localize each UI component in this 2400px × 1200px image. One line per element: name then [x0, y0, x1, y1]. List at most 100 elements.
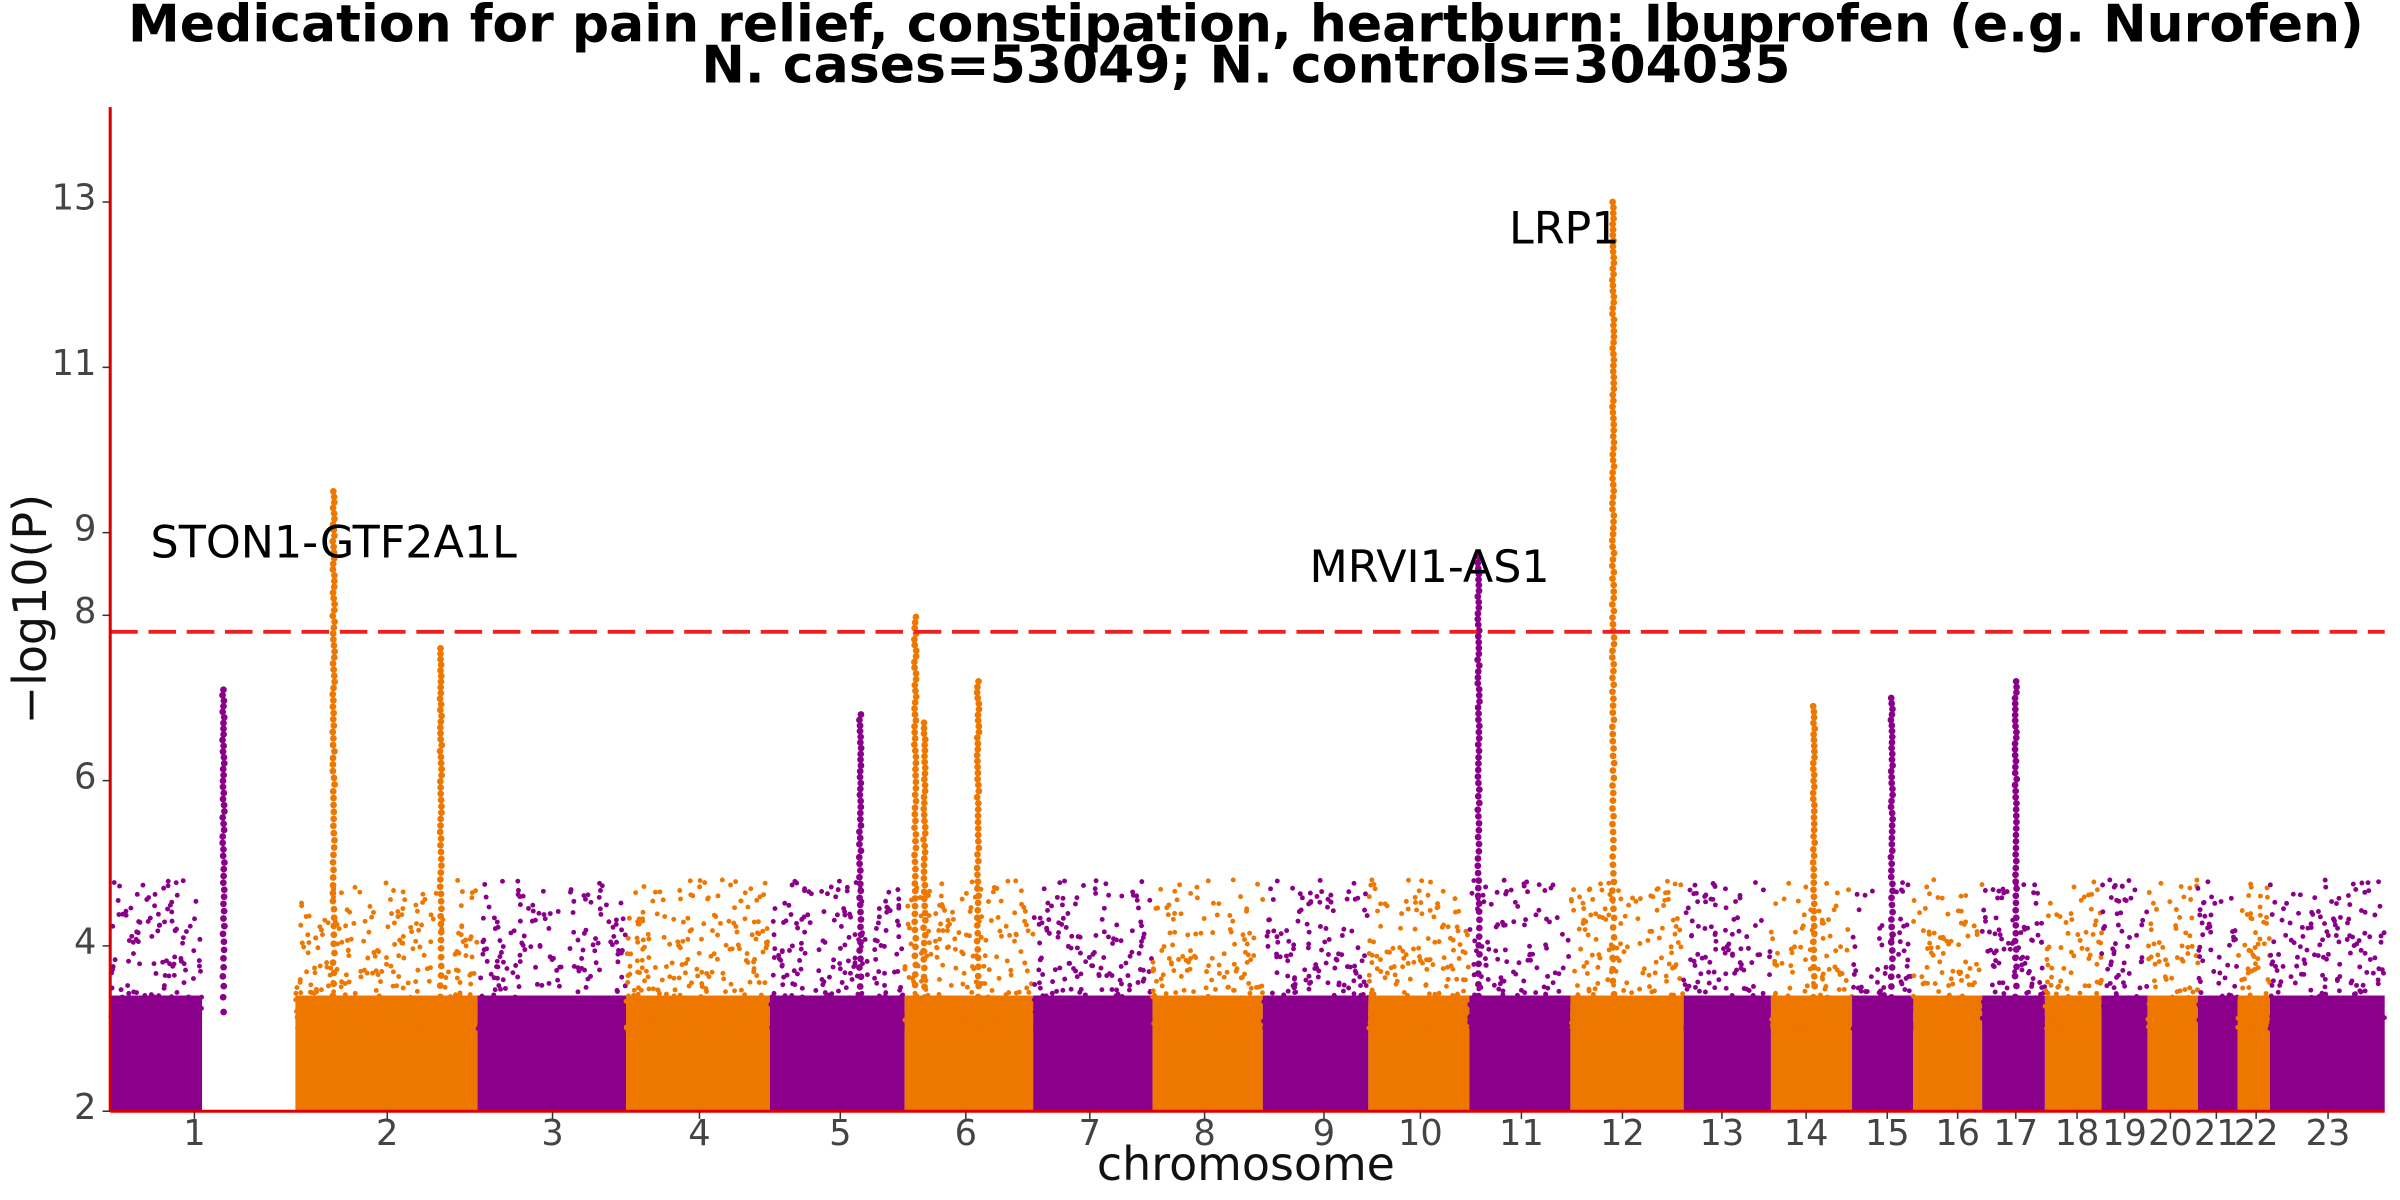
snp-point	[1876, 936, 1882, 942]
snp-point	[324, 1001, 330, 1007]
snp-point	[1736, 928, 1742, 934]
snp-point	[185, 1025, 191, 1030]
snp-point	[1550, 1025, 1556, 1031]
snp-point	[779, 1004, 785, 1010]
snp-point	[758, 992, 764, 998]
snp-point	[2000, 886, 2006, 892]
snp-point	[2102, 924, 2108, 929]
snp-point	[838, 1018, 844, 1024]
snp-point	[1293, 989, 1299, 995]
snp-point	[718, 920, 723, 926]
snp-point	[654, 1016, 660, 1022]
snp-point	[1351, 991, 1357, 997]
peak-point	[329, 690, 337, 698]
snp-point	[585, 892, 591, 898]
snp-point	[395, 914, 401, 919]
snp-point	[1892, 1018, 1898, 1024]
snp-point	[1564, 1015, 1570, 1021]
snp-point	[760, 949, 766, 955]
snp-point	[2128, 895, 2134, 901]
snp-point	[1987, 929, 1992, 935]
snp-point	[1316, 968, 1322, 974]
snp-point	[1533, 912, 1539, 918]
snp-point	[2118, 1011, 2124, 1017]
snp-point	[2278, 979, 2284, 985]
snp-point	[2352, 1018, 2358, 1024]
snp-point	[667, 1019, 673, 1025]
snp-point	[1959, 977, 1964, 983]
snp-point	[582, 1011, 588, 1017]
snp-point	[2351, 943, 2357, 949]
snp-point	[831, 917, 837, 923]
snp-point	[469, 954, 475, 960]
snp-point	[1561, 1012, 1566, 1018]
snp-point	[1734, 1026, 1740, 1032]
snp-point	[2308, 994, 2314, 1000]
peak-point	[1474, 884, 1482, 892]
snp-point	[1172, 911, 1178, 916]
snp-point	[1515, 903, 1521, 909]
snp-point	[1073, 1024, 1079, 1030]
snp-point	[1173, 1016, 1178, 1022]
snp-point	[1672, 881, 1678, 887]
snp-point	[634, 935, 640, 941]
snp-point	[1271, 1021, 1277, 1027]
snp-point	[928, 951, 934, 957]
snp-point	[1543, 942, 1549, 948]
snp-point	[186, 994, 192, 1000]
snp-point	[324, 960, 330, 966]
snp-point	[2115, 922, 2121, 928]
snp-point	[2152, 978, 2157, 984]
snp-point	[1460, 1000, 1466, 1006]
snp-point	[2346, 916, 2352, 922]
peak-point	[437, 667, 444, 674]
snp-point	[1533, 1025, 1539, 1031]
snp-point	[1153, 905, 1159, 911]
snp-point	[2351, 991, 2357, 997]
snp-point	[515, 887, 521, 893]
snp-point	[414, 921, 419, 927]
snp-point	[1493, 924, 1499, 930]
snp-point	[2041, 1017, 2047, 1023]
snp-point	[1108, 1022, 1114, 1028]
snp-point	[734, 929, 740, 935]
snp-point	[1113, 937, 1119, 943]
snp-point	[396, 953, 402, 959]
snp-point	[815, 1001, 821, 1007]
snp-point	[457, 980, 463, 985]
snp-point	[994, 885, 1000, 891]
snp-point	[161, 885, 167, 891]
snp-point	[2357, 1010, 2363, 1016]
snp-point	[936, 991, 942, 997]
peak-point	[329, 767, 337, 775]
snp-point	[1637, 896, 1643, 902]
snp-point	[2150, 900, 2156, 906]
peak-point	[973, 937, 981, 945]
snp-point	[792, 878, 798, 884]
snp-point	[1113, 1021, 1119, 1027]
snp-point	[1274, 970, 1280, 976]
snp-point	[1722, 950, 1728, 956]
snp-point	[2299, 924, 2305, 930]
snp-point	[842, 970, 848, 976]
snp-point	[2354, 982, 2359, 988]
snp-point	[1358, 983, 1364, 989]
snp-point	[1159, 996, 1165, 1002]
snp-point	[1193, 955, 1199, 960]
peak-point	[331, 648, 338, 655]
peak-point	[1474, 869, 1482, 877]
snp-point	[1360, 1026, 1366, 1032]
dense-band	[1570, 995, 1684, 1112]
peak-point	[856, 947, 863, 954]
snp-point	[458, 932, 464, 938]
snp-point	[2195, 885, 2201, 891]
snp-point	[783, 918, 789, 924]
snp-point	[756, 931, 762, 937]
peak-point	[911, 791, 919, 799]
peak-point	[437, 689, 445, 697]
snp-point	[144, 897, 150, 902]
snp-point	[1663, 995, 1669, 1001]
peak-point	[330, 844, 338, 851]
snp-point	[1537, 1004, 1543, 1010]
snp-point	[347, 1023, 353, 1029]
